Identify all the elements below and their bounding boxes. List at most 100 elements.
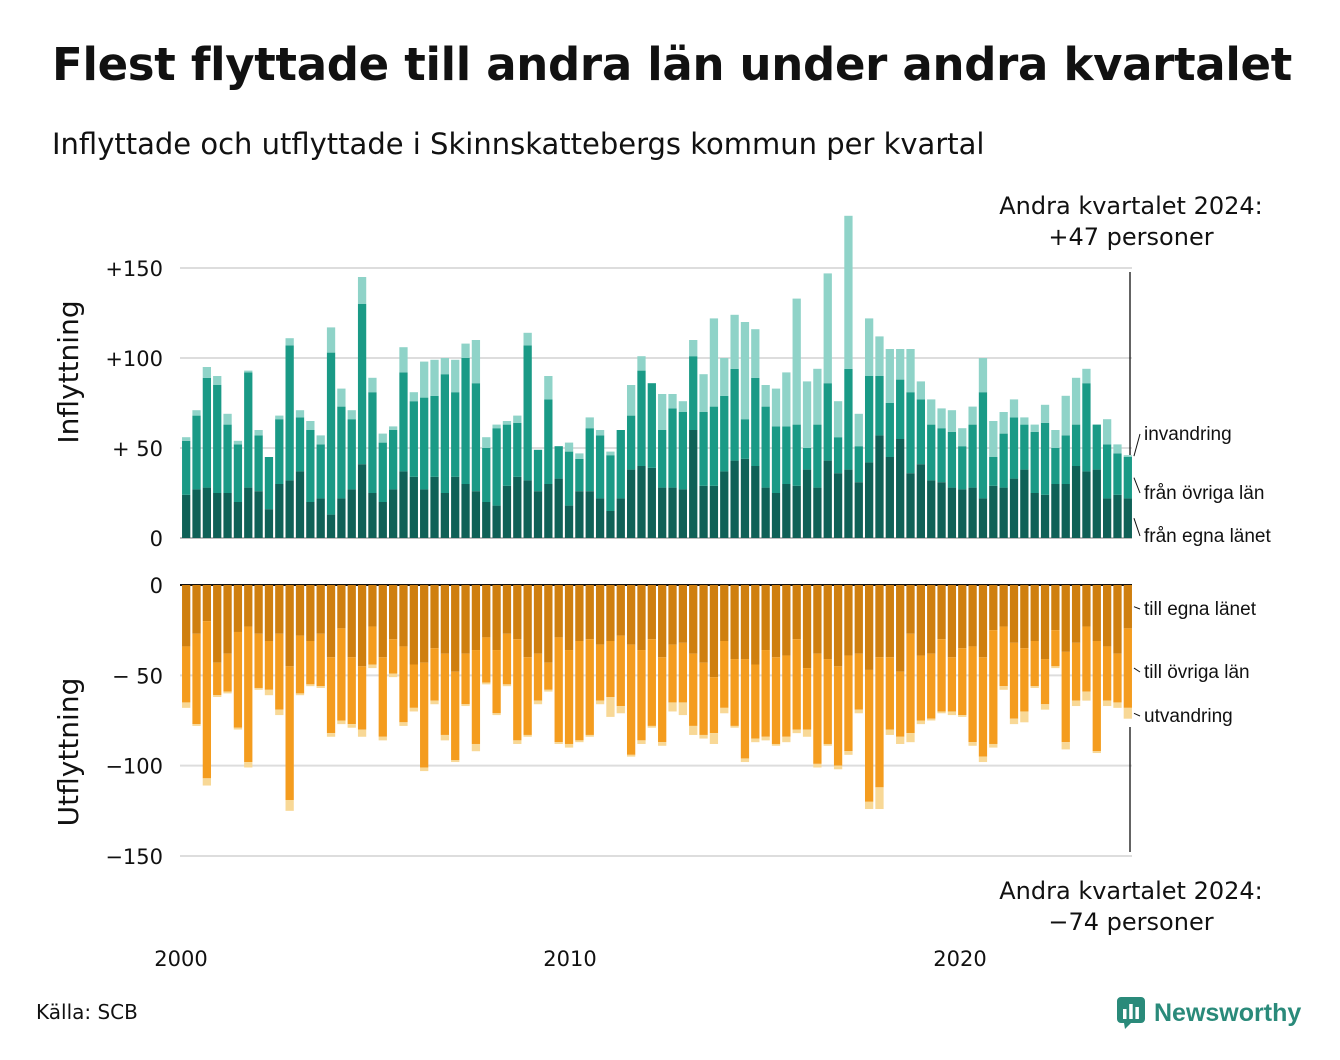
bar-segment xyxy=(844,469,853,538)
annotation-top-line1: Andra kvartalet 2024: xyxy=(999,192,1263,220)
bar-segment xyxy=(730,368,739,461)
bar-segment xyxy=(513,740,522,744)
bar-segment xyxy=(802,448,812,470)
bar-segment xyxy=(595,700,605,705)
bar-segment xyxy=(430,648,439,701)
bar-segment xyxy=(244,626,253,763)
bar-segment xyxy=(482,637,491,683)
bar-segment xyxy=(699,662,708,735)
bar-segment xyxy=(440,374,450,493)
bar-segment xyxy=(616,635,625,707)
bar-segment xyxy=(326,733,336,737)
bar-segment xyxy=(388,430,398,490)
bar-segment xyxy=(192,724,201,726)
bar-segment xyxy=(357,277,367,304)
bar-segment xyxy=(958,715,967,717)
bar-segment xyxy=(792,729,801,734)
bar-segment xyxy=(223,413,232,425)
bar-segment xyxy=(1082,383,1091,472)
bar-segment xyxy=(885,403,894,457)
source-note: Källa: SCB xyxy=(36,1000,138,1024)
bar-segment xyxy=(937,585,946,640)
bar-segment xyxy=(606,641,615,698)
bar-segment xyxy=(337,498,346,538)
bar-segment xyxy=(844,751,853,755)
bar-segment xyxy=(285,338,294,346)
y-tick-label: 0 xyxy=(150,527,163,551)
bar-segment xyxy=(823,585,832,660)
bar-segment xyxy=(709,733,719,744)
newsworthy-logo[interactable]: Newsworthy xyxy=(1116,995,1301,1031)
bar-segment xyxy=(430,700,439,705)
bar-segment xyxy=(254,585,263,634)
bar-segment xyxy=(937,428,946,483)
bar-segment xyxy=(513,476,522,538)
bar-segment xyxy=(906,392,915,474)
bar-segment xyxy=(326,514,336,538)
bar-segment xyxy=(999,585,1008,627)
bar-segment xyxy=(678,489,688,538)
bar-segment xyxy=(854,653,863,710)
bar-segment xyxy=(533,653,543,701)
bar-segment xyxy=(854,709,863,714)
y-tick-label: +100 xyxy=(105,347,163,371)
bar-segment xyxy=(575,453,584,459)
bar-segment xyxy=(399,722,408,726)
bar-segment xyxy=(958,428,967,447)
bar-segment xyxy=(968,585,977,647)
bar-segment xyxy=(357,464,367,538)
bar-segment xyxy=(854,585,863,654)
bar-segment xyxy=(202,367,212,378)
bar-segment xyxy=(678,401,688,412)
bar-segment xyxy=(637,740,646,744)
bar-segment xyxy=(523,345,532,481)
bar-segment xyxy=(182,702,191,708)
bar-segment xyxy=(368,377,377,393)
bar-segment xyxy=(606,455,615,511)
bar-segment xyxy=(440,734,450,741)
bar-segment xyxy=(626,585,636,645)
bar-segment xyxy=(1040,659,1050,705)
bar-segment xyxy=(668,585,677,645)
bar-segment xyxy=(916,655,926,721)
bar-segment xyxy=(378,736,387,741)
bar-segment xyxy=(606,511,615,538)
bar-segment xyxy=(1061,585,1070,652)
bar-segment xyxy=(761,650,770,737)
bar-segment xyxy=(823,659,832,744)
bar-segment xyxy=(1102,419,1112,445)
bar-segment xyxy=(1051,630,1060,667)
bar-segment xyxy=(978,358,988,393)
bar-segment xyxy=(1051,484,1060,538)
bar-segment xyxy=(906,633,915,734)
bar-segment xyxy=(347,410,356,420)
bar-segment xyxy=(347,419,356,490)
bar-segment xyxy=(388,673,398,678)
bar-segment xyxy=(626,415,636,470)
bar-segment xyxy=(244,762,253,768)
bar-segment xyxy=(771,426,781,493)
bar-segment xyxy=(326,585,336,658)
bar-segment xyxy=(999,433,1008,488)
bar-segment xyxy=(771,585,781,658)
bar-segment xyxy=(182,437,191,441)
bar-segment xyxy=(782,426,791,484)
bar-segment xyxy=(833,765,843,770)
bar-segment xyxy=(440,493,450,538)
y-axis-title: Utflyttning xyxy=(52,678,85,827)
bar-segment xyxy=(792,298,801,425)
bar-segment xyxy=(316,633,325,687)
bar-segment xyxy=(213,376,222,385)
leader-line xyxy=(1133,518,1141,537)
bar-segment xyxy=(751,377,760,466)
bar-segment xyxy=(368,392,377,493)
bar-segment xyxy=(275,709,284,716)
bar-segment xyxy=(471,340,481,384)
bar-segment xyxy=(233,631,243,728)
bar-segment xyxy=(420,662,429,768)
bar-segment xyxy=(585,639,594,735)
bar-segment xyxy=(927,399,936,425)
bar-segment xyxy=(409,585,418,665)
bar-segment xyxy=(554,742,563,744)
logo-text: Newsworthy xyxy=(1154,998,1302,1027)
